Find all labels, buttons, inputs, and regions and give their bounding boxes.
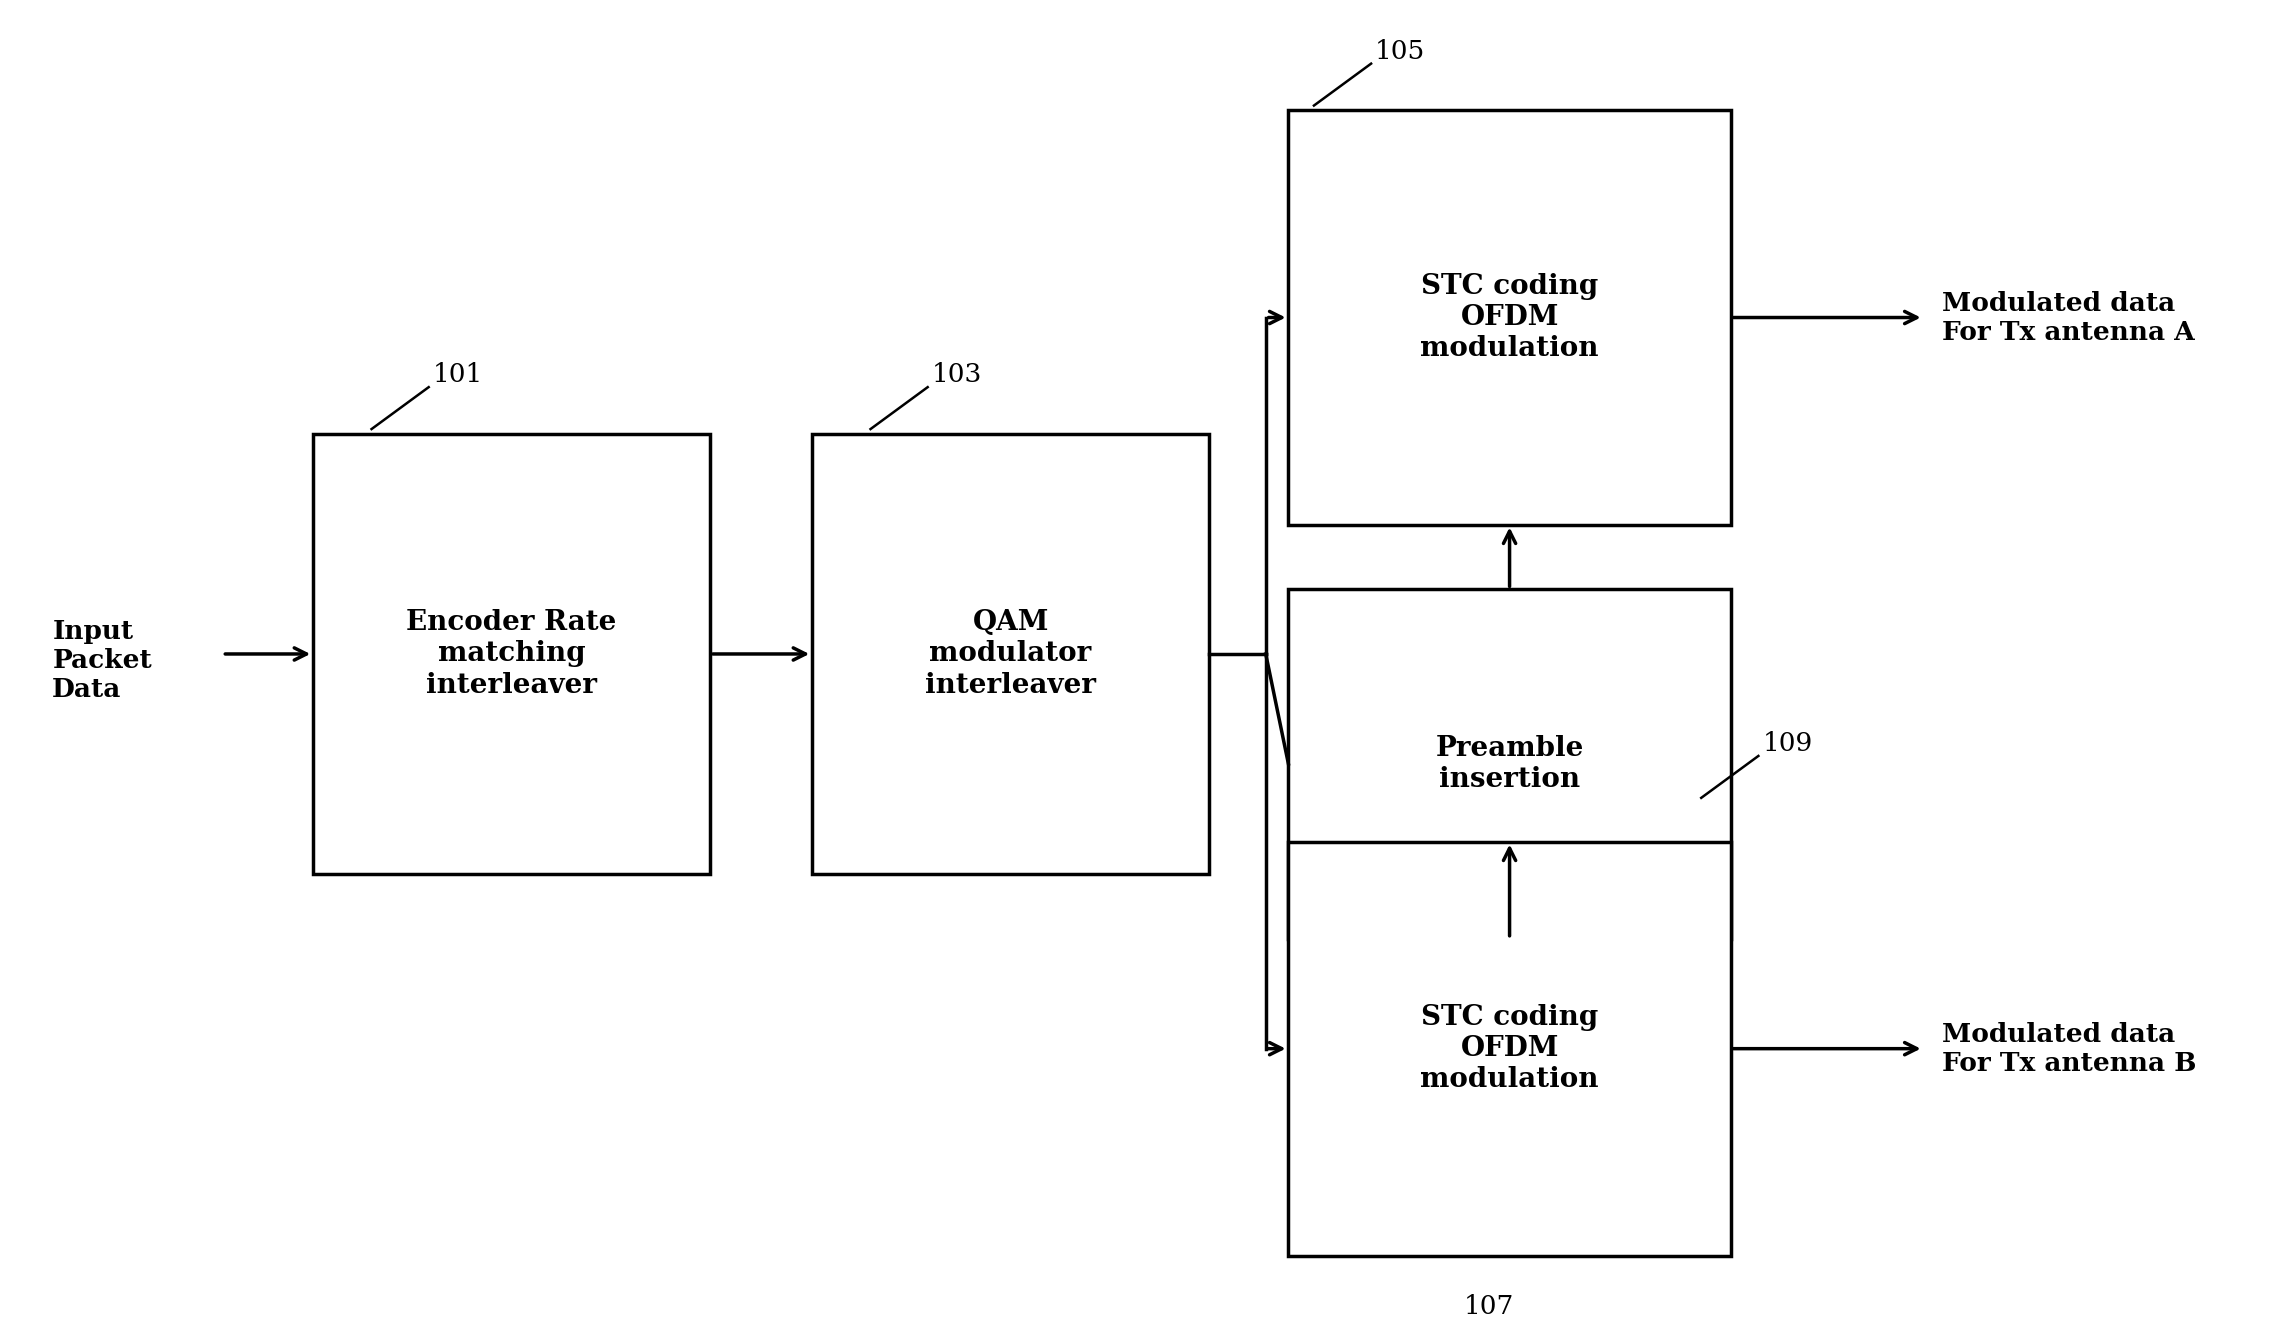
Text: 101: 101: [434, 362, 484, 387]
Text: Encoder Rate
matching
interleaver: Encoder Rate matching interleaver: [406, 609, 616, 698]
Text: 103: 103: [931, 362, 981, 387]
FancyBboxPatch shape: [1289, 842, 1730, 1256]
Text: 105: 105: [1376, 38, 1426, 63]
FancyBboxPatch shape: [812, 434, 1209, 874]
Text: STC coding
OFDM
modulation: STC coding OFDM modulation: [1419, 272, 1600, 362]
Text: QAM
modulator
interleaver: QAM modulator interleaver: [924, 609, 1095, 698]
Text: Modulated data
For Tx antenna B: Modulated data For Tx antenna B: [1942, 1022, 2195, 1076]
FancyBboxPatch shape: [1289, 111, 1730, 525]
Text: Modulated data
For Tx antenna A: Modulated data For Tx antenna A: [1942, 291, 2195, 345]
Text: Preamble
insertion: Preamble insertion: [1435, 735, 1584, 793]
Text: 107: 107: [1463, 1294, 1513, 1319]
FancyBboxPatch shape: [1289, 590, 1730, 939]
Text: STC coding
OFDM
modulation: STC coding OFDM modulation: [1419, 1003, 1600, 1093]
Text: 109: 109: [1762, 731, 1812, 756]
FancyBboxPatch shape: [313, 434, 710, 874]
Text: Input
Packet
Data: Input Packet Data: [52, 619, 153, 702]
